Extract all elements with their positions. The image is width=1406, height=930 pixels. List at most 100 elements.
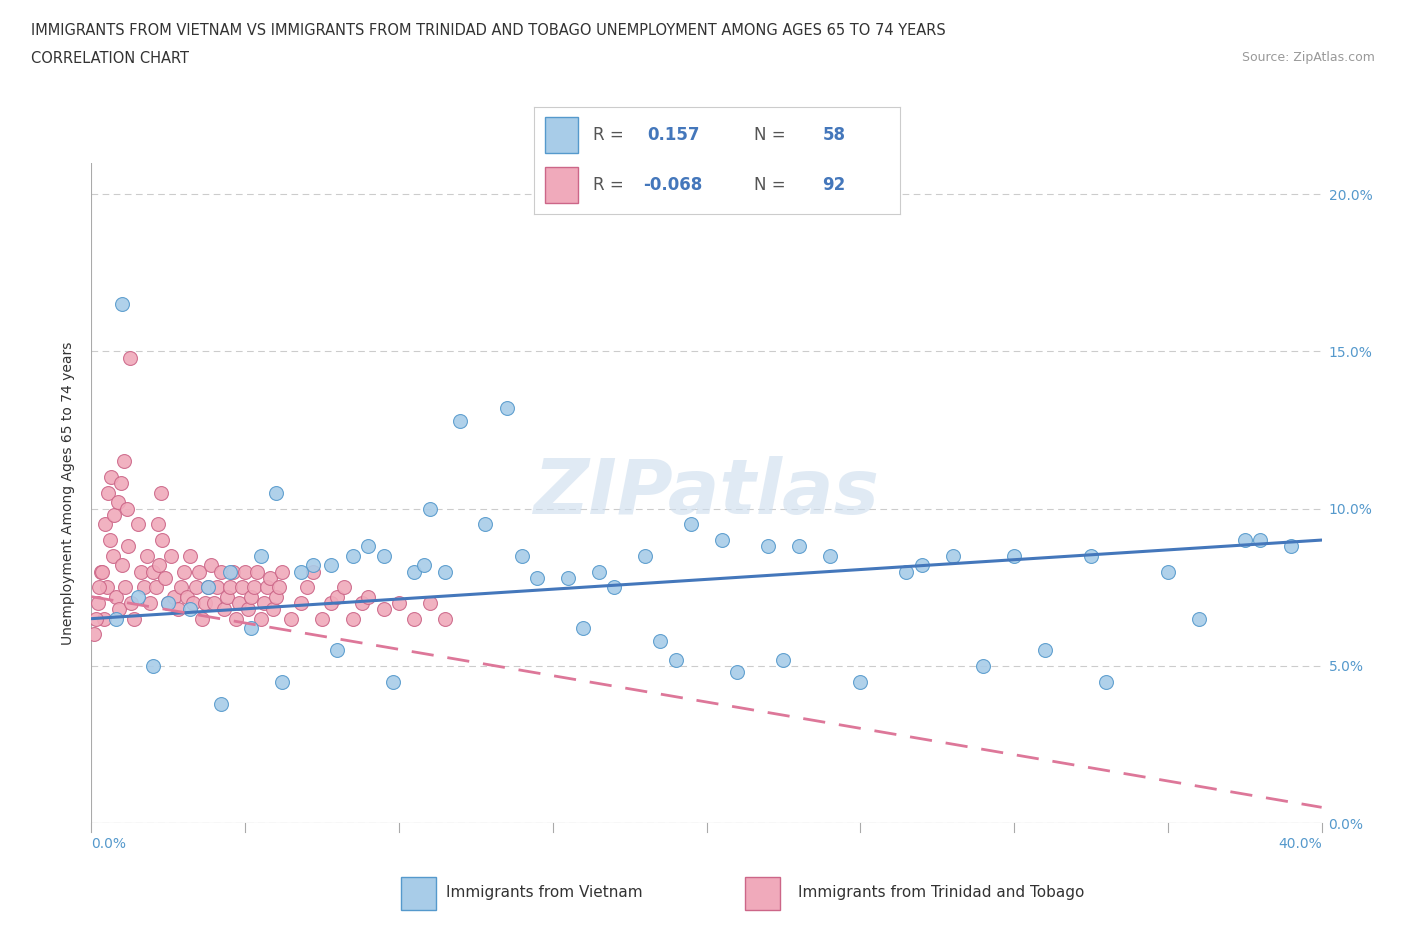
Point [120, 595, 142, 610]
Point [129, 565, 152, 579]
Point [290, 595, 312, 610]
Point [202, 595, 225, 610]
Point [262, 602, 284, 617]
Y-axis label: Unemployment Among Ages 65 to 74 years: Unemployment Among Ages 65 to 74 years [62, 341, 76, 644]
Point [145, 579, 167, 594]
Point [267, 579, 290, 594]
Point [148, 558, 170, 573]
Point [419, 595, 441, 610]
Point [321, 595, 343, 610]
Point [271, 565, 294, 579]
Point [91, 565, 114, 579]
Point [249, 611, 271, 626]
Point [207, 579, 229, 594]
Point [197, 579, 219, 594]
Point [849, 674, 872, 689]
Point [911, 558, 934, 573]
Point [150, 533, 173, 548]
Point [1157, 565, 1180, 579]
Point [419, 501, 441, 516]
Point [127, 517, 149, 532]
Point [301, 558, 323, 573]
Point [665, 652, 688, 667]
Point [681, 517, 703, 532]
Point [157, 595, 180, 610]
Point [240, 590, 263, 604]
Point [149, 485, 172, 500]
Point [163, 590, 186, 604]
Point [1080, 549, 1102, 564]
Point [572, 620, 595, 635]
Point [225, 611, 247, 626]
Point [1002, 549, 1025, 564]
Point [588, 565, 610, 579]
Text: Immigrants from Trinidad and Tobago: Immigrants from Trinidad and Tobago [799, 885, 1084, 900]
Point [94, 517, 117, 532]
Point [139, 595, 162, 610]
Point [188, 565, 211, 579]
Point [153, 570, 177, 585]
Point [412, 558, 434, 573]
Point [184, 579, 207, 594]
Point [264, 485, 287, 500]
Point [142, 565, 165, 579]
Point [634, 549, 657, 564]
Point [218, 579, 240, 594]
Point [115, 501, 138, 516]
Point [114, 579, 136, 594]
Point [160, 549, 183, 564]
Point [787, 538, 810, 553]
Point [332, 579, 354, 594]
Text: R =: R = [593, 176, 623, 194]
Point [173, 565, 195, 579]
Point [326, 643, 349, 658]
Point [98, 533, 121, 548]
Point [238, 602, 260, 617]
Point [240, 620, 263, 635]
Point [301, 565, 323, 579]
Text: 40.0%: 40.0% [1278, 837, 1322, 852]
Point [222, 565, 245, 579]
Point [249, 549, 271, 564]
Point [603, 579, 626, 594]
Point [381, 674, 404, 689]
Point [108, 602, 131, 617]
Point [449, 413, 471, 428]
Point [710, 533, 733, 548]
Point [117, 538, 139, 553]
Point [1095, 674, 1118, 689]
Point [135, 549, 157, 564]
Text: R =: R = [593, 126, 623, 144]
Point [111, 558, 134, 573]
Text: 58: 58 [823, 126, 845, 144]
Point [434, 611, 457, 626]
Point [941, 549, 963, 564]
Point [357, 590, 380, 604]
Point [146, 517, 169, 532]
Point [215, 590, 238, 604]
Point [243, 579, 266, 594]
Point [118, 351, 141, 365]
Point [124, 611, 146, 626]
Point [97, 485, 120, 500]
Bar [546, 166, 578, 204]
Point [197, 579, 219, 594]
Point [103, 508, 125, 523]
Point [342, 549, 364, 564]
Point [101, 549, 124, 564]
Point [166, 602, 188, 617]
Bar [401, 877, 436, 910]
Point [404, 611, 426, 626]
Point [105, 611, 127, 626]
Point [105, 590, 127, 604]
Point [228, 595, 250, 610]
Point [650, 633, 672, 648]
Point [1279, 538, 1302, 553]
Point [1249, 533, 1271, 548]
Point [388, 595, 411, 610]
Point [107, 495, 129, 510]
Point [200, 558, 222, 573]
Point [84, 611, 107, 626]
Point [209, 697, 232, 711]
Text: -0.068: -0.068 [644, 176, 703, 194]
